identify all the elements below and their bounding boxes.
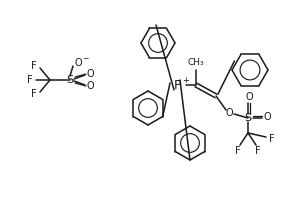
Text: F: F — [31, 61, 37, 71]
Text: F: F — [235, 146, 241, 156]
Text: O: O — [86, 81, 94, 91]
Text: F: F — [269, 134, 275, 144]
Text: O: O — [263, 112, 271, 122]
Text: O: O — [86, 69, 94, 79]
Text: O: O — [225, 108, 233, 118]
Text: S: S — [66, 75, 74, 85]
Text: F: F — [31, 89, 37, 99]
Text: F: F — [255, 146, 261, 156]
Text: O: O — [245, 92, 253, 102]
Text: +: + — [183, 75, 189, 85]
Text: −: − — [82, 54, 88, 64]
Text: S: S — [244, 113, 251, 123]
Text: O: O — [74, 58, 82, 68]
Text: P: P — [174, 78, 182, 91]
Text: F: F — [27, 75, 33, 85]
Text: CH₃: CH₃ — [188, 57, 204, 67]
